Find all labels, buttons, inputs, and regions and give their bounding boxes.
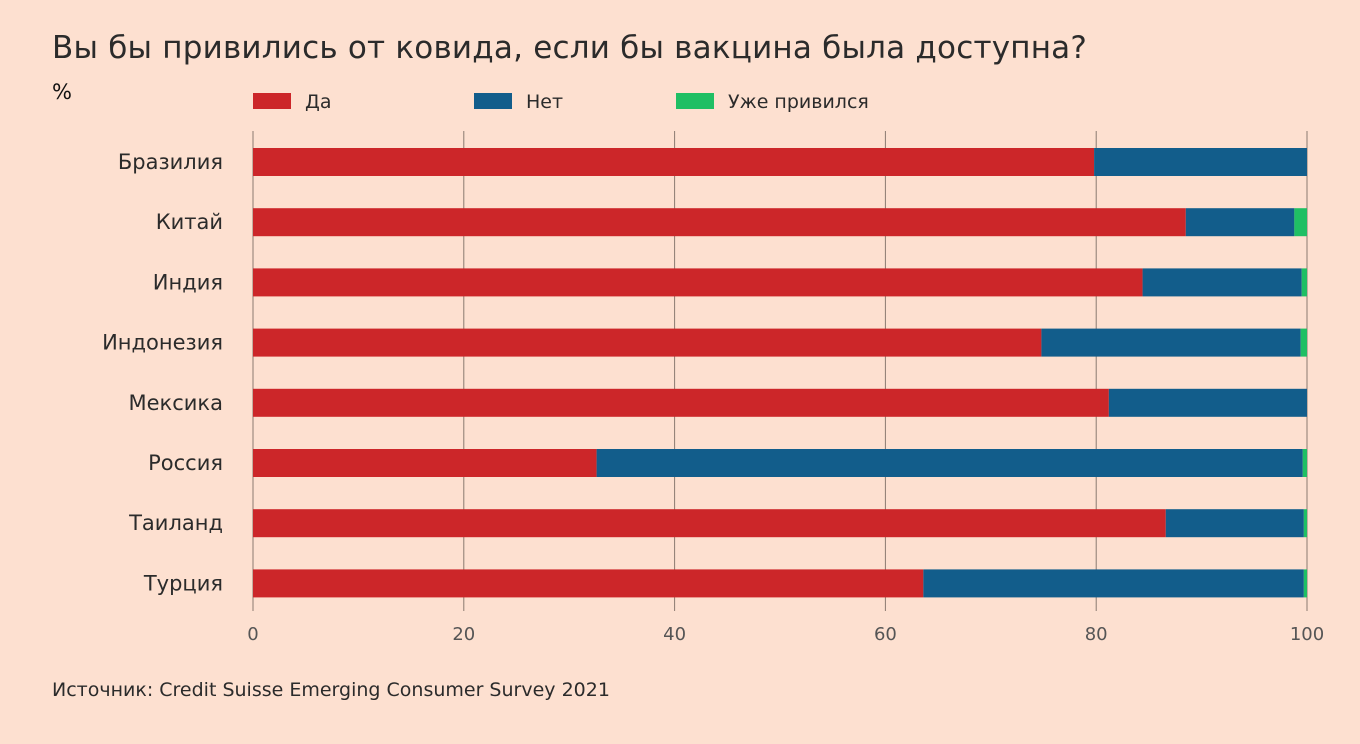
- category-label: Турция: [143, 571, 223, 595]
- bar-segment: [1303, 569, 1307, 598]
- grid-lines: [252, 131, 1308, 611]
- bar-segment: [1302, 449, 1307, 477]
- bar-segment: [1185, 208, 1295, 237]
- bar-segment: [253, 388, 1109, 417]
- chart-title: Вы бы привились от ковида, если бы вакци…: [52, 30, 1088, 66]
- category-label: Индия: [153, 270, 223, 294]
- source-note: Источник: Credit Suisse Emerging Consume…: [52, 679, 610, 701]
- bar-segment: [253, 449, 597, 477]
- bar-segment: [1142, 268, 1302, 297]
- legend-label: Да: [305, 91, 332, 113]
- bar-segment: [1300, 328, 1307, 357]
- x-tick-label: 0: [247, 624, 258, 645]
- bar-segment: [1301, 268, 1307, 297]
- category-labels: Бразилия Китай Индия Индонезия Мексика Россия…: [102, 150, 223, 595]
- x-tick-label: 100: [1290, 624, 1324, 645]
- bar-segment: [253, 148, 1095, 176]
- category-label: Мексика: [129, 391, 223, 415]
- bars: [253, 148, 1307, 598]
- x-tick-label: 60: [874, 624, 897, 645]
- x-tick-label: 80: [1085, 624, 1108, 645]
- category-label: Россия: [148, 451, 223, 475]
- bar-segment: [1094, 148, 1307, 176]
- legend-label: Уже привился: [728, 91, 869, 113]
- legend-swatch: [253, 93, 291, 109]
- bar-segment: [253, 208, 1186, 237]
- bar-segment: [253, 268, 1143, 297]
- category-label: Китай: [156, 210, 223, 234]
- bar-segment: [1165, 509, 1304, 538]
- unit-label: %: [52, 80, 72, 104]
- category-label: Бразилия: [118, 150, 223, 174]
- x-tick-label: 20: [452, 624, 475, 645]
- legend-swatch: [474, 93, 512, 109]
- category-label: Индонезия: [102, 331, 223, 355]
- bar-segment: [1294, 208, 1307, 237]
- category-label: Таиланд: [128, 511, 223, 535]
- legend-label: Нет: [526, 91, 563, 113]
- bar-segment: [1041, 328, 1301, 357]
- x-axis-ticks: 0 20 40 60 80 100: [247, 624, 1324, 645]
- bar-segment: [253, 569, 924, 598]
- bar-segment: [1303, 509, 1307, 538]
- x-tick-label: 40: [663, 624, 686, 645]
- bar-segment: [596, 449, 1303, 477]
- bar-segment: [923, 569, 1304, 598]
- bar-segment: [1108, 388, 1307, 417]
- bar-segment: [253, 509, 1166, 538]
- bar-segment: [253, 328, 1042, 357]
- legend: Да Нет Уже привился: [253, 91, 869, 113]
- legend-swatch: [676, 93, 714, 109]
